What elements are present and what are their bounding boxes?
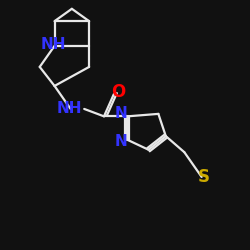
Text: NH: NH <box>56 102 82 116</box>
Text: N: N <box>115 106 128 122</box>
Text: N: N <box>115 134 128 149</box>
Text: S: S <box>198 168 210 186</box>
Text: NH: NH <box>40 37 66 52</box>
Text: O: O <box>111 82 126 100</box>
